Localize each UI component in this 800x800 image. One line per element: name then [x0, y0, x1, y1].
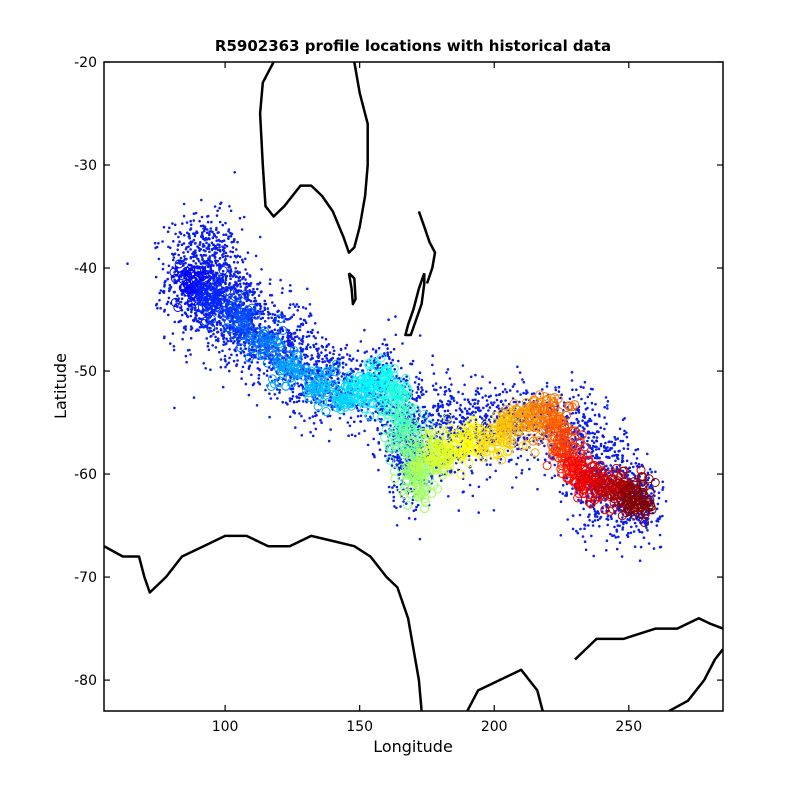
y-tick-label: -80: [74, 673, 97, 689]
coastline-2: [574, 617, 723, 661]
coastline-0: [104, 534, 423, 711]
chart-title: R5902363 profile locations with historic…: [215, 37, 611, 55]
x-axis-label: Longitude: [373, 737, 453, 756]
y-tick-label: -70: [74, 570, 97, 586]
profile-point-13: [390, 449, 449, 514]
y-tick-label: -30: [74, 158, 97, 174]
y-tick-label: -50: [74, 364, 97, 380]
profile-point-3: [235, 314, 288, 368]
coastline-6: [417, 210, 437, 284]
y-tick-label: -40: [74, 261, 97, 277]
x-tick-label: 200: [481, 719, 508, 735]
y-tick-label: -20: [74, 55, 97, 71]
axis-ticks: 100 150 200 250 -20 -30 -40 -50 -60 -70 -80: [74, 55, 723, 735]
coastline-5: [347, 272, 357, 306]
plot-frame: [103, 61, 724, 712]
x-tick-label: 100: [212, 719, 239, 735]
plot-background: [104, 62, 723, 711]
profile-point-28: [616, 478, 660, 528]
y-axis-label: Latitude: [51, 353, 70, 419]
coastline-7: [404, 272, 426, 337]
y-tick-label: -60: [74, 467, 97, 483]
profile-point-11: [380, 417, 434, 465]
coastline-layer: [104, 62, 723, 711]
profile-point-17: [466, 420, 514, 463]
coastline-1: [466, 668, 544, 711]
profile-point-10: [377, 391, 429, 443]
profile-locations-layer: [169, 259, 660, 528]
profile-point-9: [375, 364, 415, 416]
coastline-3: [668, 648, 723, 711]
x-tick-label: 250: [615, 719, 642, 735]
x-tick-label: 150: [346, 719, 373, 735]
coastline-4: [258, 62, 369, 254]
